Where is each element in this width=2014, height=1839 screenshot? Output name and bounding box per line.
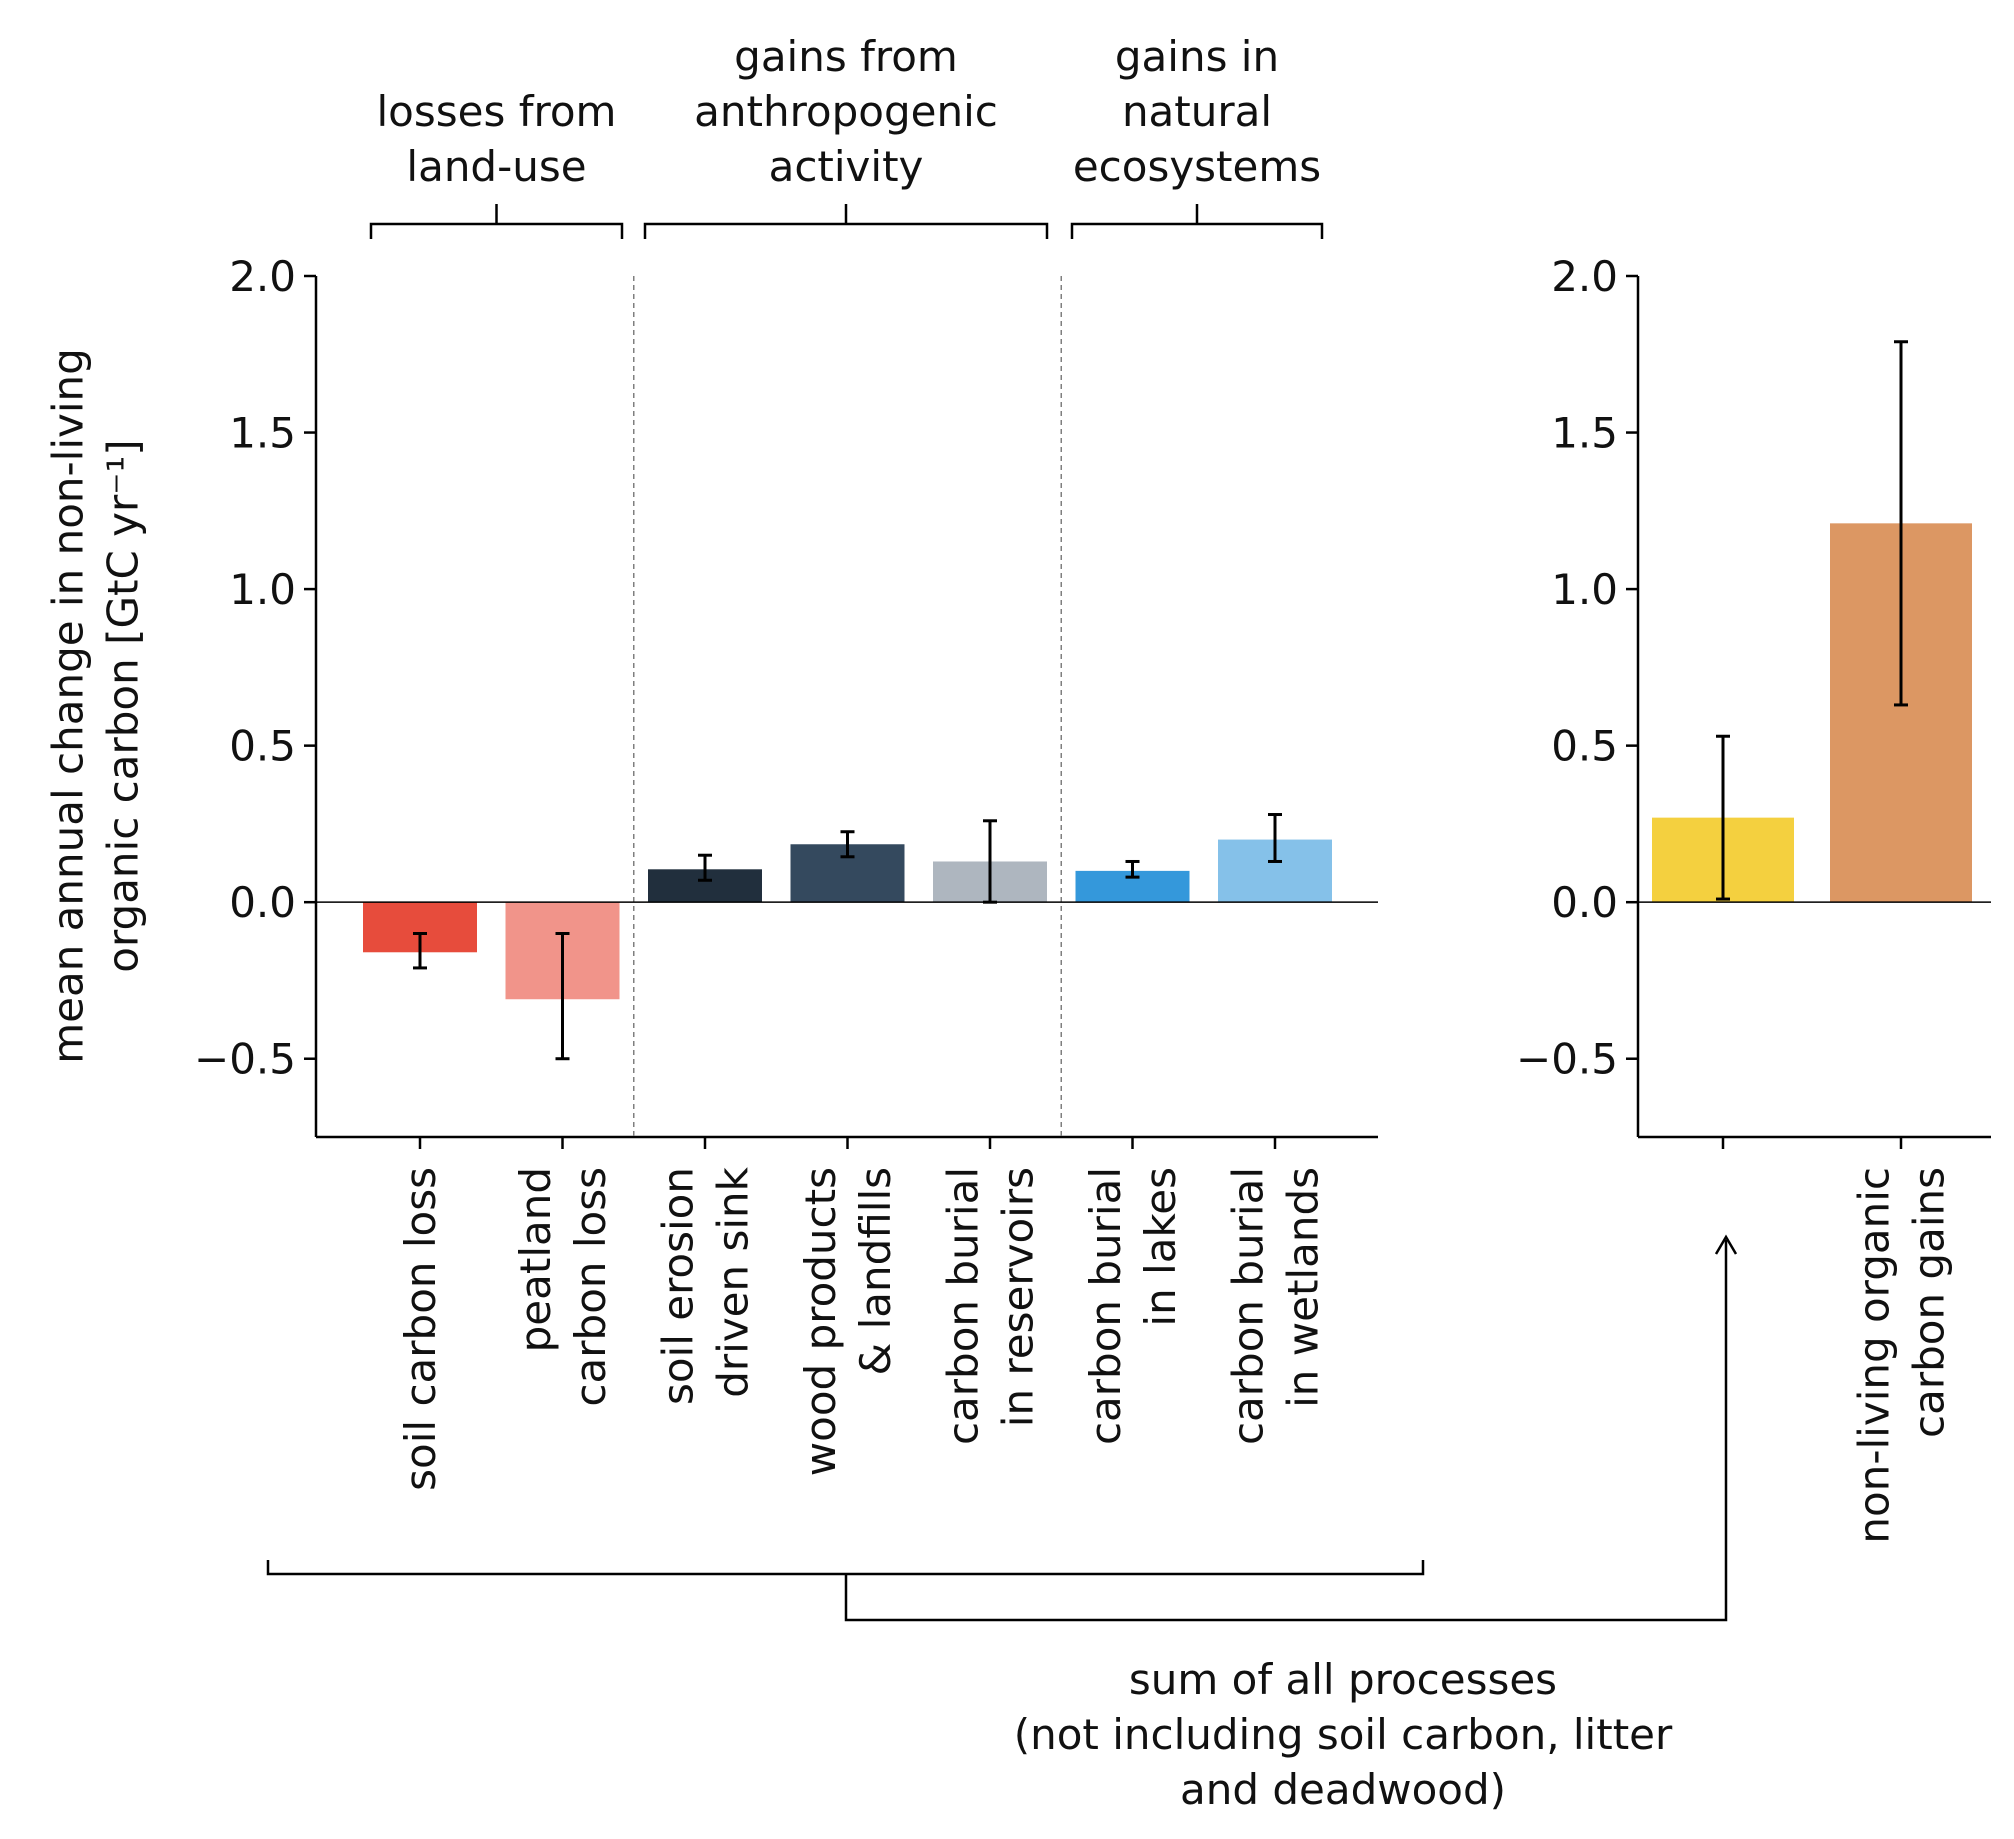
x-tick-label: carbon burial in reservoirs <box>939 1167 1043 1445</box>
x-tick-label-line: soil erosion <box>654 1167 703 1405</box>
x-tick-label-line: carbon gains <box>1905 1167 1954 1438</box>
x-tick-label: non-living organic carbon gains <box>1850 1167 1954 1544</box>
group-label-line: anthropogenic <box>694 87 998 136</box>
sum-note-line: (not including soil carbon, litter <box>1014 1710 1673 1759</box>
group-label-line: gains in <box>1115 32 1279 81</box>
y-tick-label: 0.5 <box>229 722 296 771</box>
x-tick-label-line: non-living organic <box>1850 1167 1899 1544</box>
sum-connector <box>844 1240 1728 1622</box>
left-panel: −0.5 0.0 0.5 1.0 1.5 2.0 soil carbon loss peatl… <box>194 252 1378 1491</box>
y-tick-label: 0.5 <box>1551 722 1618 771</box>
group-label-line: activity <box>769 142 924 191</box>
x-tick-label: soil erosion driven sink <box>654 1166 758 1405</box>
x-tick-label: wood products & landfills <box>796 1167 900 1476</box>
sum-annotation: sum of all processes (not including soil … <box>266 1234 1738 1814</box>
y-axis-label: mean annual change in non-living organic … <box>44 348 148 1064</box>
sum-note-line: and deadwood) <box>1180 1765 1506 1814</box>
y-tick-label: −0.5 <box>194 1035 296 1084</box>
sum-note-line: sum of all processes <box>1129 1655 1557 1704</box>
sum-bracket <box>266 1560 1425 1576</box>
x-tick-label-line: in reservoirs <box>994 1167 1043 1427</box>
y-tick-label: 2.0 <box>229 252 296 301</box>
group-labels: losses from land-use gains from anthropogen… <box>369 32 1324 239</box>
x-tick-label: carbon burial in wetlands <box>1224 1167 1328 1445</box>
y-axis-label-line: organic carbon [GtC yr⁻¹] <box>99 439 148 972</box>
group-label-line: losses from <box>377 87 617 136</box>
y-tick-label: 1.5 <box>1551 409 1618 458</box>
x-tick-label-line: carbon burial <box>939 1167 988 1445</box>
x-tick-label: peatland carbon loss <box>511 1167 615 1407</box>
x-tick-label-line: driven sink <box>709 1166 758 1397</box>
group-label-line: land-use <box>406 142 586 191</box>
y-axis-label-line: mean annual change in non-living <box>44 348 93 1064</box>
x-tick-label-line: soil carbon loss <box>396 1167 445 1491</box>
x-tick-label-line: carbon burial <box>1224 1167 1273 1445</box>
group-label-line: gains from <box>734 32 958 81</box>
group-label-line: ecosystems <box>1073 142 1321 191</box>
x-tick-label-line: in lakes <box>1136 1167 1185 1327</box>
y-axis-label-text: mean annual change in non-living organic … <box>44 348 148 1064</box>
x-tick-label-line: carbon loss <box>566 1167 615 1407</box>
x-tick-label-line: peatland <box>511 1167 560 1352</box>
group-bracket <box>643 204 1049 239</box>
y-tick-label: 0.0 <box>1551 878 1618 927</box>
right-panel: −0.5 0.0 0.5 1.0 1.5 2.0 non-living organic car… <box>1516 252 1991 1544</box>
group-bracket <box>1070 204 1324 239</box>
y-tick-label: 1.0 <box>1551 565 1618 614</box>
x-tick-label: carbon burial in lakes <box>1081 1167 1185 1445</box>
arrow-head-icon <box>1714 1234 1738 1255</box>
group-bracket <box>369 204 624 239</box>
y-tick-label: 0.0 <box>229 878 296 927</box>
x-tick-label-line: & landfills <box>851 1167 900 1375</box>
y-tick-label: 1.0 <box>229 565 296 614</box>
y-tick-label: −0.5 <box>1516 1035 1618 1084</box>
x-tick-label-line: wood products <box>796 1167 845 1476</box>
x-tick-label: soil carbon loss <box>396 1167 445 1491</box>
x-tick-label-line: carbon burial <box>1081 1167 1130 1445</box>
x-tick-label-line: in wetlands <box>1279 1167 1328 1408</box>
y-tick-label: 1.5 <box>229 409 296 458</box>
y-tick-label: 2.0 <box>1551 252 1618 301</box>
group-label-line: natural <box>1122 87 1272 136</box>
